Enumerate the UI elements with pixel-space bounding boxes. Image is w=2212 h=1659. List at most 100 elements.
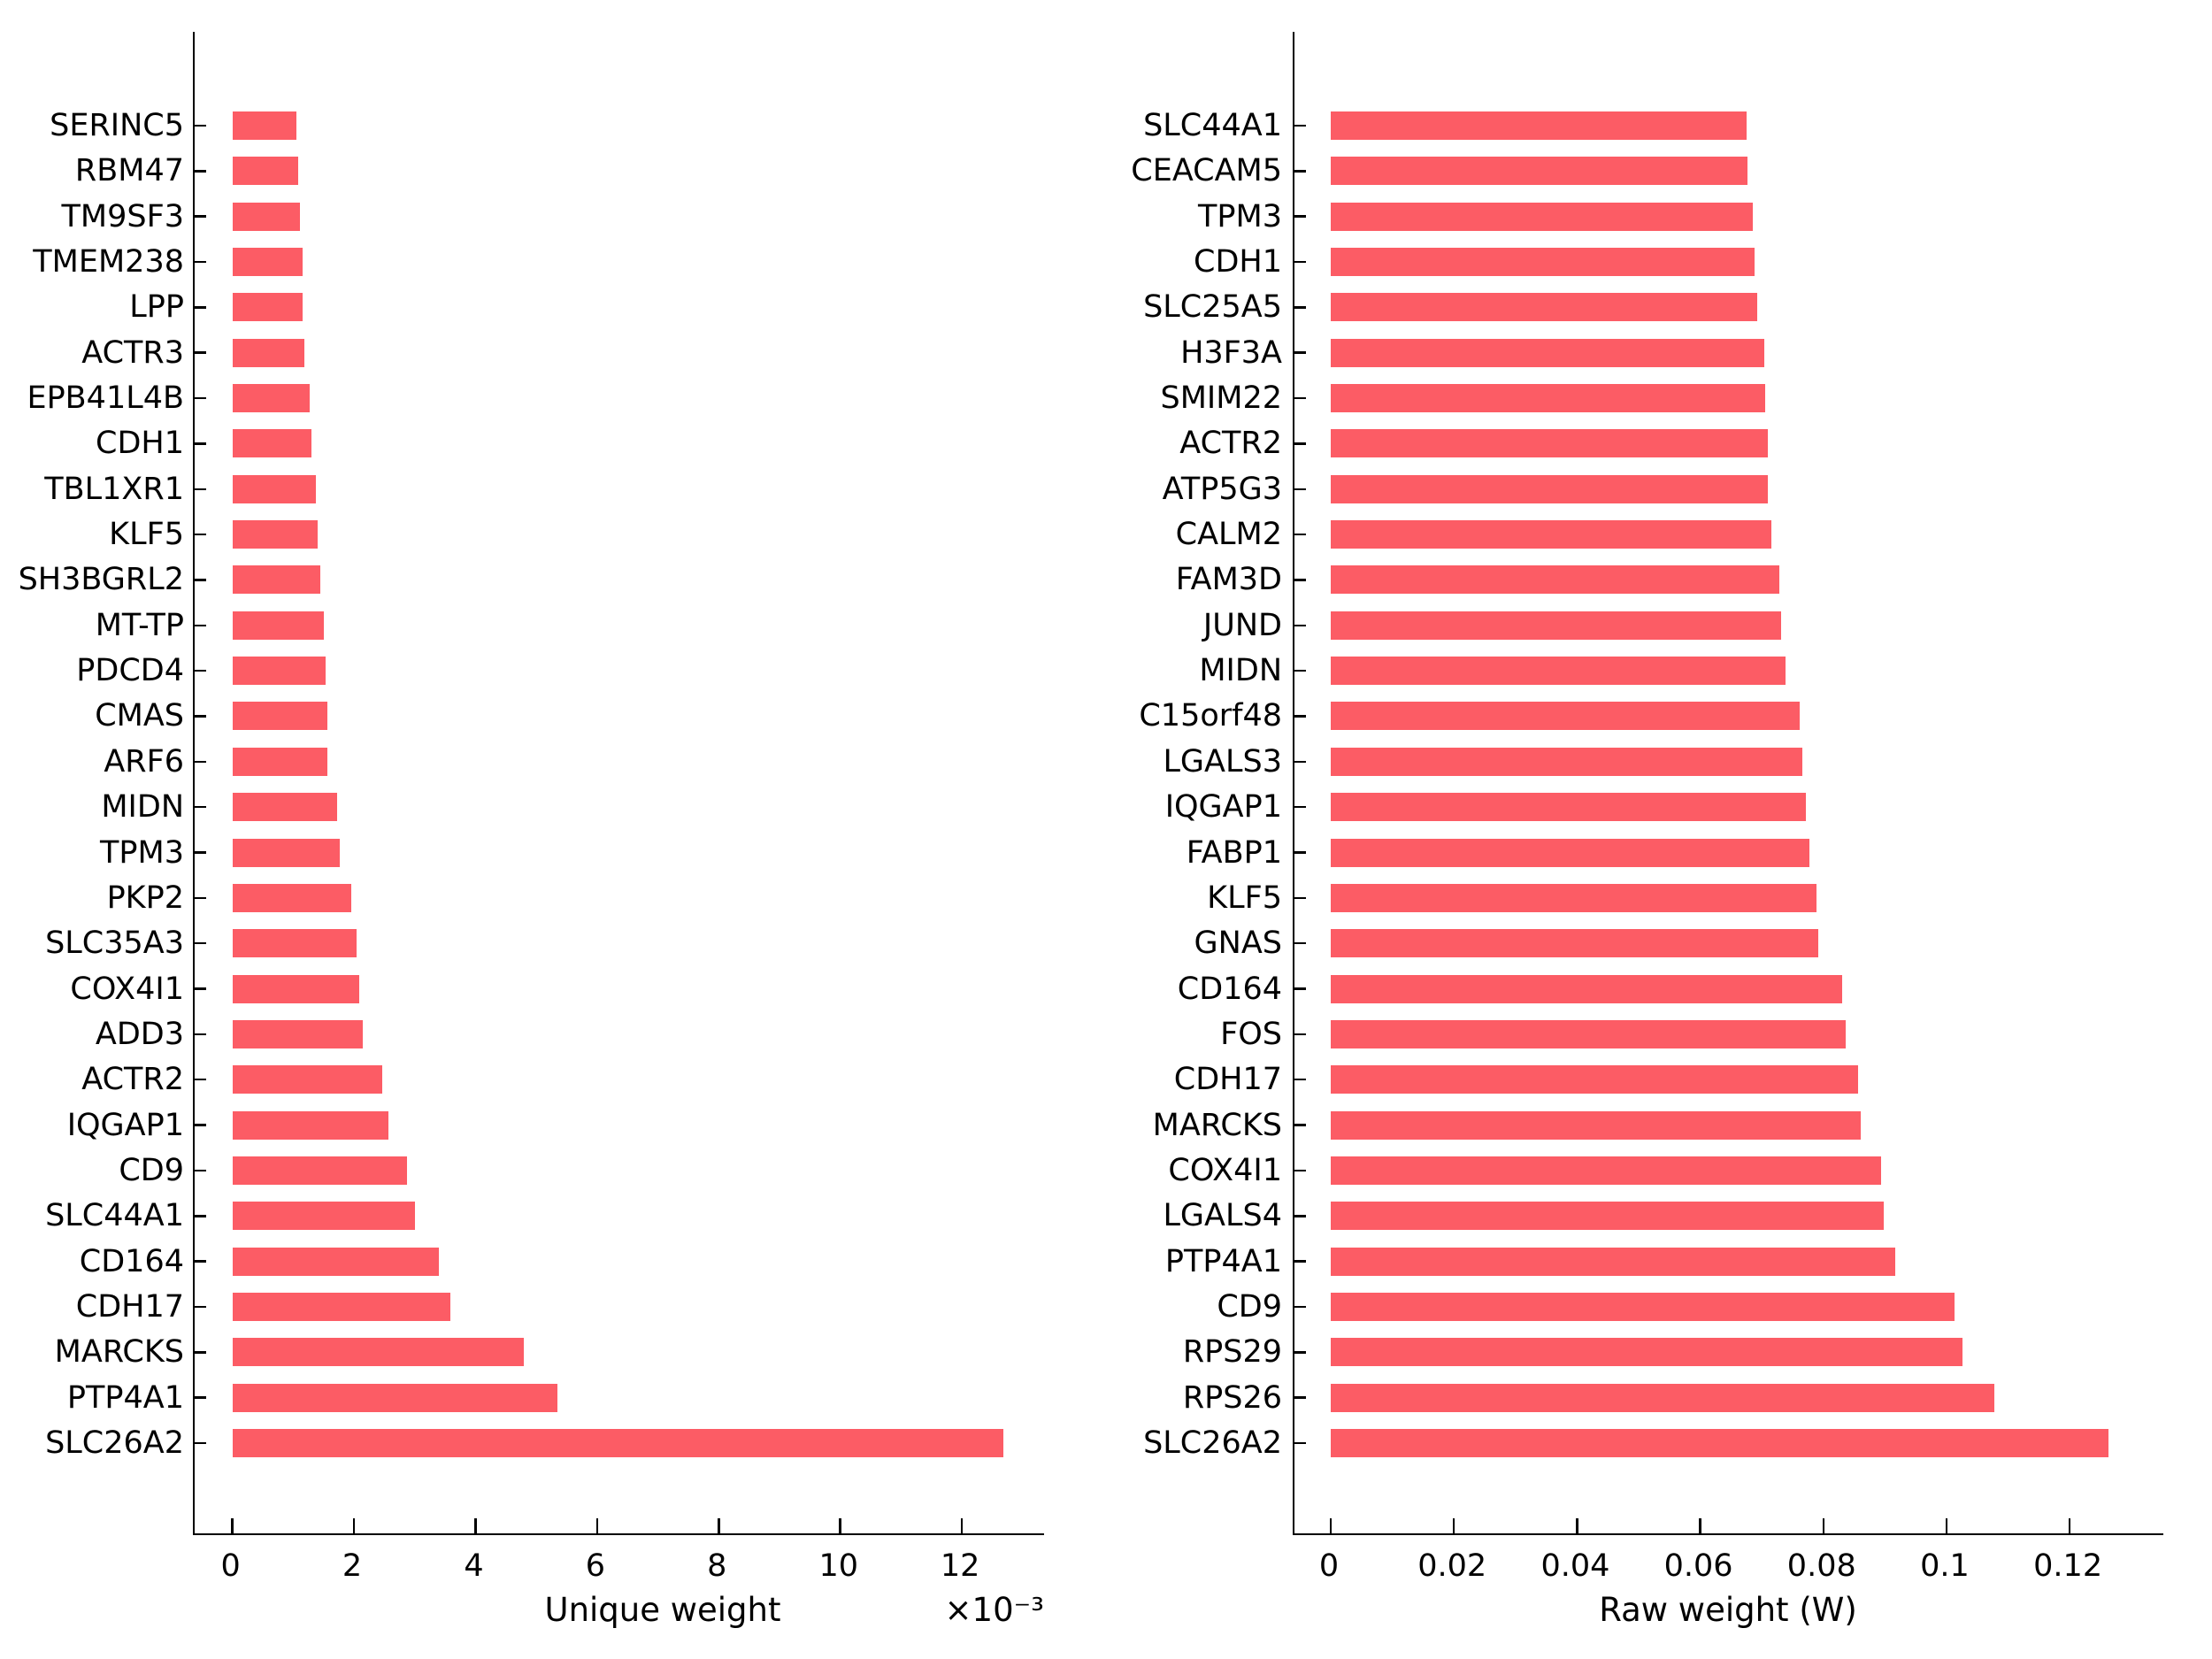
y-tick-mark — [1294, 579, 1306, 581]
bar-SLC44A1 — [1331, 111, 1747, 140]
y-tick-label-LGALS4: LGALS4 — [1163, 1198, 1282, 1234]
y-tick-label-ACTR2: ACTR2 — [1179, 426, 1282, 462]
y-tick-mark — [195, 579, 206, 581]
y-tick-label-SLC26A2: SLC26A2 — [45, 1425, 184, 1461]
y-tick-mark — [1294, 351, 1306, 354]
y-tick-mark — [1294, 1215, 1306, 1217]
y-tick-mark — [1294, 760, 1306, 764]
x-tick-mark — [1822, 1518, 1825, 1533]
y-tick-label-MARCKS: MARCKS — [1152, 1107, 1282, 1143]
y-tick-mark — [195, 124, 206, 127]
y-tick-mark — [195, 170, 206, 173]
y-tick-mark — [1294, 1169, 1306, 1172]
y-tick-mark — [195, 1305, 206, 1309]
y-tick-label-FOS: FOS — [1220, 1016, 1282, 1052]
x-tick-mark — [960, 1518, 964, 1533]
y-tick-label-ATP5G3: ATP5G3 — [1162, 471, 1282, 507]
y-tick-label-CD164: CD164 — [1177, 971, 1282, 1007]
y-tick-mark — [195, 533, 206, 536]
y-tick-label-PDCD4: PDCD4 — [76, 653, 184, 689]
y-tick-label-LPP: LPP — [129, 289, 184, 326]
bar-FOS — [1331, 1019, 1846, 1048]
bar-TPM3 — [232, 838, 340, 867]
bar-TBL1XR1 — [232, 474, 317, 503]
y-tick-mark — [1294, 215, 1306, 218]
y-tick-mark — [195, 715, 206, 718]
bar-ACTR2 — [232, 1065, 382, 1094]
y-tick-label-PTP4A1: PTP4A1 — [1164, 1243, 1282, 1279]
x-tick-label-0.08: 0.08 — [1786, 1548, 1856, 1584]
bar-FAM3D — [1331, 565, 1780, 595]
y-tick-mark — [1294, 1396, 1306, 1399]
x-tick-label-10: 10 — [818, 1548, 858, 1584]
x-tick-mark — [1329, 1518, 1333, 1533]
y-tick-mark — [1294, 1260, 1306, 1263]
y-tick-label-TBL1XR1: TBL1XR1 — [44, 471, 184, 507]
y-tick-mark — [1294, 170, 1306, 173]
y-tick-mark — [195, 1169, 206, 1172]
y-tick-mark — [195, 351, 206, 354]
bar-CD164 — [232, 1247, 440, 1276]
y-tick-label-CD9: CD9 — [119, 1152, 184, 1188]
y-tick-mark — [195, 987, 206, 990]
y-tick-label-GNAS: GNAS — [1194, 926, 1282, 962]
y-tick-mark — [1294, 1351, 1306, 1354]
x-axis-title-unique-weight: Unique weight — [544, 1591, 781, 1629]
y-tick-mark — [1294, 669, 1306, 672]
bar-FABP1 — [1331, 838, 1809, 867]
y-tick-mark — [1294, 1305, 1306, 1309]
y-tick-label-RBM47: RBM47 — [74, 153, 184, 189]
x-tick-label-4: 4 — [464, 1548, 484, 1584]
bar-SMIM22 — [1331, 384, 1765, 413]
y-tick-label-EPB41L4B: EPB41L4B — [27, 380, 184, 417]
y-tick-label-SLC25A5: SLC25A5 — [1143, 289, 1282, 326]
x-tick-mark — [2068, 1518, 2071, 1533]
bar-TPM3 — [1331, 202, 1754, 231]
y-tick-label-CEACAM5: CEACAM5 — [1131, 153, 1282, 189]
y-tick-label-CDH1: CDH1 — [1194, 244, 1282, 280]
bar-LPP — [232, 293, 303, 322]
y-tick-mark — [195, 896, 206, 900]
y-tick-label-SERINC5: SERINC5 — [50, 108, 184, 143]
x-axis-multiplier-label: ×10⁻³ — [944, 1591, 1044, 1629]
y-tick-label-TPM3: TPM3 — [1198, 198, 1282, 234]
bar-KLF5 — [232, 520, 319, 549]
bar-CALM2 — [1331, 520, 1772, 549]
y-tick-label-KLF5: KLF5 — [109, 517, 184, 553]
y-tick-mark — [195, 805, 206, 809]
y-tick-mark — [195, 760, 206, 764]
y-tick-label-ADD3: ADD3 — [95, 1016, 184, 1052]
y-tick-label-CALM2: CALM2 — [1175, 517, 1282, 553]
y-tick-mark — [1294, 941, 1306, 945]
bar-ACTR2 — [1331, 429, 1769, 458]
bar-MT-TP — [232, 611, 325, 640]
y-tick-mark — [1294, 1124, 1306, 1126]
y-tick-label-KLF5: KLF5 — [1207, 879, 1282, 916]
bar-ARF6 — [232, 747, 327, 776]
bar-SLC44A1 — [232, 1202, 415, 1231]
bar-COX4I1 — [1331, 1156, 1882, 1185]
y-tick-mark — [195, 442, 206, 445]
y-tick-mark — [195, 215, 206, 218]
y-tick-mark — [195, 260, 206, 264]
y-tick-mark — [1294, 987, 1306, 990]
y-tick-mark — [195, 1351, 206, 1354]
y-tick-mark — [1294, 260, 1306, 264]
y-tick-label-CDH17: CDH17 — [1173, 1062, 1282, 1098]
y-tick-mark — [195, 941, 206, 945]
y-tick-label-FAM3D: FAM3D — [1175, 562, 1282, 598]
y-tick-mark — [1294, 124, 1306, 127]
y-tick-label-JUND: JUND — [1202, 607, 1282, 643]
y-tick-mark — [1294, 896, 1306, 900]
bar-PKP2 — [232, 883, 352, 912]
x-tick-mark — [231, 1518, 234, 1533]
bar-RBM47 — [232, 157, 298, 186]
y-tick-mark — [1294, 805, 1306, 809]
x-tick-label-0: 0 — [220, 1548, 241, 1584]
bar-CDH17 — [232, 1292, 450, 1321]
y-tick-label-CD9: CD9 — [1217, 1288, 1282, 1325]
x-tick-mark — [839, 1518, 841, 1533]
y-tick-label-TMEM238: TMEM238 — [33, 244, 184, 280]
y-tick-mark — [195, 1441, 206, 1445]
